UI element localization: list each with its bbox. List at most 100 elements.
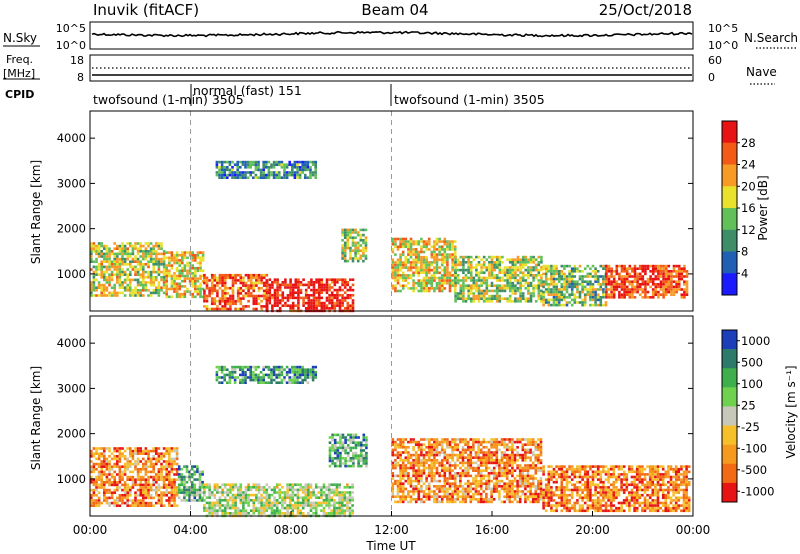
range-cell xyxy=(291,288,295,292)
range-cell xyxy=(435,276,439,280)
range-cell xyxy=(193,491,197,494)
range-cell xyxy=(257,486,261,489)
range-cell xyxy=(216,289,219,293)
range-cell xyxy=(310,278,313,281)
range-cell xyxy=(231,297,235,300)
range-cell xyxy=(657,267,660,270)
range-cell xyxy=(417,495,421,498)
range-cell xyxy=(440,495,444,498)
range-cell xyxy=(301,496,305,499)
range-cell xyxy=(301,499,305,502)
range-cell xyxy=(456,258,460,261)
range-cell xyxy=(149,252,153,256)
range-cell xyxy=(638,267,642,270)
range-cell xyxy=(438,487,441,491)
range-cell xyxy=(430,464,434,467)
range-cell xyxy=(116,481,119,484)
range-cell xyxy=(231,286,235,290)
range-cell xyxy=(307,299,311,302)
range-cell xyxy=(404,255,408,259)
range-cell xyxy=(162,278,166,282)
range-cell xyxy=(175,282,179,286)
range-cell xyxy=(147,457,150,461)
range-cell xyxy=(472,266,476,269)
range-cell xyxy=(317,486,321,489)
range-cell xyxy=(446,276,449,280)
range-cell xyxy=(466,482,470,485)
range-cell xyxy=(359,444,363,447)
range-cell xyxy=(175,253,179,257)
range-cell xyxy=(239,173,242,177)
range-cell xyxy=(550,270,553,273)
range-cell xyxy=(351,278,355,281)
range-cell xyxy=(394,240,397,243)
range-cell xyxy=(532,294,535,298)
range-cell xyxy=(430,253,434,256)
range-cell xyxy=(466,440,470,444)
range-cell xyxy=(339,454,342,457)
range-cell xyxy=(336,299,339,302)
range-cell xyxy=(477,446,480,449)
range-cell xyxy=(168,251,171,254)
range-cell xyxy=(446,495,449,498)
range-cell xyxy=(328,278,331,281)
range-cell xyxy=(162,263,166,266)
range-cell xyxy=(685,275,689,278)
range-cell xyxy=(422,448,426,452)
range-cell xyxy=(262,160,265,164)
range-cell xyxy=(116,276,119,279)
y-tick-label: 4000 xyxy=(57,131,86,145)
range-cell xyxy=(286,483,289,486)
range-cell xyxy=(399,258,402,262)
range-cell xyxy=(312,304,316,307)
range-cell xyxy=(121,263,124,266)
range-cell xyxy=(92,283,96,287)
range-cell xyxy=(532,279,535,282)
range-cell xyxy=(633,296,637,299)
range-cell xyxy=(216,276,219,280)
range-cell xyxy=(265,160,268,164)
range-cell xyxy=(299,496,302,499)
range-cell xyxy=(414,266,418,269)
range-cell xyxy=(670,285,673,289)
range-cell xyxy=(407,266,410,269)
range-cell xyxy=(142,289,145,292)
range-cell xyxy=(583,288,587,291)
range-cell xyxy=(259,173,263,177)
range-cell xyxy=(354,249,357,252)
range-cell xyxy=(296,496,300,499)
range-cell xyxy=(198,491,202,494)
range-cell xyxy=(231,289,235,293)
range-cell xyxy=(482,500,486,504)
range-cell xyxy=(343,236,347,239)
range-cell xyxy=(529,255,533,259)
range-cell xyxy=(448,472,452,475)
range-cell xyxy=(105,247,109,250)
range-cell xyxy=(401,490,405,493)
range-cell xyxy=(607,283,611,286)
range-cell xyxy=(257,276,261,280)
range-cell xyxy=(123,273,127,276)
range-cell xyxy=(196,279,200,283)
range-cell xyxy=(477,456,480,459)
range-cell xyxy=(599,264,603,268)
range-cell xyxy=(152,291,155,295)
range-cell xyxy=(270,501,274,505)
range-cell xyxy=(113,291,116,295)
range-cell xyxy=(461,495,465,498)
range-cell xyxy=(391,248,395,251)
range-cell xyxy=(262,163,265,166)
range-cell xyxy=(129,255,132,258)
range-cell xyxy=(310,299,313,302)
range-cell xyxy=(346,438,350,442)
range-cell xyxy=(317,491,321,494)
range-cell xyxy=(314,166,317,169)
range-cell xyxy=(547,290,551,294)
range-cell xyxy=(299,488,302,492)
range-cell xyxy=(610,275,613,278)
range-cell xyxy=(338,504,341,507)
range-cell xyxy=(348,491,352,494)
range-cell xyxy=(487,456,491,459)
range-cell xyxy=(433,461,436,465)
range-cell xyxy=(265,496,269,499)
